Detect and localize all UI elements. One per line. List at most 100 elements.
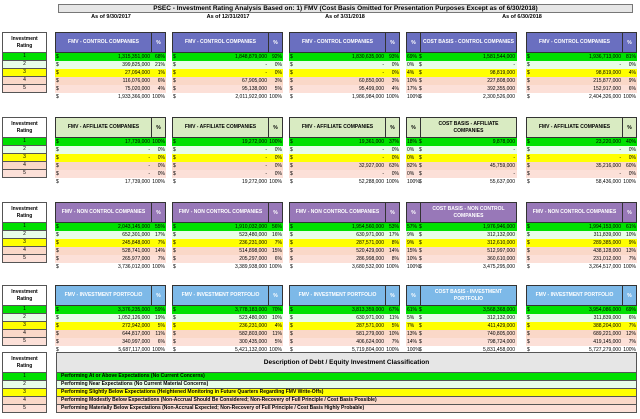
amount-value: 265,977,000 [122, 256, 150, 262]
amount-value: 399,825,000 [122, 62, 150, 68]
pct-value: 5% [274, 86, 282, 92]
table-title: FMV - CONTROL COMPANIES [185, 39, 256, 46]
pct-header: % [407, 286, 421, 305]
table-row: $245,848,000 7% [55, 239, 166, 247]
currency-symbol: $ [527, 155, 530, 161]
table-title: FMV - NON CONTROL COMPANIES [61, 209, 146, 216]
legend-rating-cell: 2 [2, 381, 47, 389]
pct-value: 10% [407, 78, 418, 84]
table-row: $ - 0% [172, 162, 283, 170]
table-row: 7% $411,429,000 [406, 322, 517, 330]
table-row: $ - 0% [55, 170, 166, 178]
currency-symbol: $ [56, 256, 59, 262]
amount-value: 3,954,086,000 [589, 307, 621, 313]
amount-value: 287,571,000 [356, 323, 384, 329]
amount-value: - [513, 62, 515, 68]
table-row: $644,817,000 11% [55, 330, 166, 338]
currency-symbol: $ [173, 147, 176, 153]
table-row: $ - 0% [172, 69, 283, 77]
currency-symbol: $ [290, 147, 293, 153]
table-row: $399,825,000 21% [55, 61, 166, 69]
currency-symbol: $ [290, 179, 293, 185]
rating-cell: 2 [2, 231, 47, 239]
currency-symbol: $ [527, 240, 530, 246]
currency-symbol: $ [290, 70, 293, 76]
pct-value: 100% [152, 179, 165, 185]
table-row: $ - 0% [526, 61, 637, 69]
table-row: $ - 0% [172, 146, 283, 154]
pct-value: 100% [623, 347, 636, 353]
table-title: FMV - CONTROL COMPANIES [68, 39, 139, 46]
table-header: % COST BASIS - INVESTMENT PORTFOLIO [406, 285, 517, 306]
table-row: 0% $ - [406, 61, 517, 69]
pct-value: 7% [157, 240, 165, 246]
amount-value: 520,429,000 [356, 248, 384, 254]
table-row: $1,994,153,000 61% [526, 223, 637, 231]
currency-symbol: $ [527, 248, 530, 254]
pct-header: % [385, 203, 399, 222]
pct-value: 100% [386, 347, 399, 353]
amount-value: - [265, 147, 267, 153]
amount-value: 45,759,000 [489, 163, 515, 169]
amount-value: 644,817,000 [122, 331, 150, 337]
total-row: $1,986,984,000 100% [289, 93, 400, 101]
rating-table: FMV - AFFILIATE COMPANIES% $17,739,000 100… [55, 117, 166, 209]
rating-cell: 2 [2, 146, 47, 154]
amount-value: 5,687,117,000 [118, 347, 150, 353]
amount-value: 5,421,132,000 [235, 347, 267, 353]
table-header: % COST BASIS - NON CONTROL COMPANIES [406, 202, 517, 223]
amount-value: 689,221,000 [593, 331, 621, 337]
amount-value: - [619, 62, 621, 68]
amount-value: 312,132,000 [487, 232, 515, 238]
currency-symbol: $ [290, 139, 293, 145]
currency-symbol: $ [290, 307, 293, 313]
table-title: COST BASIS - INVESTMENT PORTFOLIO [434, 289, 503, 302]
pct-value: 7% [628, 323, 636, 329]
currency-symbol: $ [173, 315, 176, 321]
amount-value: 581,279,000 [356, 331, 384, 337]
table-row: $ - 0% [55, 162, 166, 170]
amount-value: 1,976,946,000 [483, 224, 515, 230]
currency-symbol: $ [173, 240, 176, 246]
rating-table: FMV - AFFILIATE COMPANIES% $23,220,000 40%… [526, 117, 637, 209]
amount-value: 287,571,000 [356, 240, 384, 246]
currency-symbol: $ [419, 323, 422, 329]
currency-symbol: $ [173, 339, 176, 345]
currency-symbol: $ [419, 171, 422, 177]
table-row: 57% $1,976,946,000 [406, 223, 517, 231]
pct-value: 5% [157, 323, 165, 329]
amount-value: - [265, 163, 267, 169]
pct-value: 100% [152, 264, 165, 270]
currency-symbol: $ [173, 323, 176, 329]
pct-value: 15% [271, 248, 282, 254]
amount-value: 60,850,000 [358, 78, 384, 84]
amount-value: 95,499,000 [358, 86, 384, 92]
table-header: FMV - CONTROL COMPANIES% [289, 32, 400, 53]
currency-symbol: $ [56, 347, 59, 353]
rating-header: Investment Rating [2, 117, 47, 138]
amount-value: 236,231,000 [239, 240, 267, 246]
table-row: $523,480,000 10% [172, 314, 283, 322]
total-row: $58,436,000 100% [526, 178, 637, 186]
currency-symbol: $ [56, 232, 59, 238]
pct-value: 0% [391, 171, 399, 177]
legend-rating-header: Investment Rating [2, 352, 47, 373]
pct-value: 17% [154, 232, 165, 238]
amount-value: 17,739,000 [124, 139, 150, 145]
rating-table: FMV - AFFILIATE COMPANIES% $19,272,000 100… [172, 117, 283, 209]
pct-value: 9% [407, 232, 415, 238]
currency-symbol: $ [419, 232, 422, 238]
rating-table: % COST BASIS - AFFILIATE COMPANIES 18% $9,8… [406, 117, 517, 209]
amount-value: 3,680,532,000 [352, 264, 384, 270]
table-row: 82% $45,759,000 [406, 162, 517, 170]
pct-value: 4% [274, 323, 282, 329]
pct-value: 67% [388, 307, 399, 313]
pct-value: 12% [625, 331, 636, 337]
pct-value: 0% [157, 147, 165, 153]
table-title: FMV - AFFILIATE COMPANIES [184, 124, 257, 131]
pct-value: 63% [388, 163, 399, 169]
amount-value: 58,436,000 [595, 179, 621, 185]
amount-value: 32,927,000 [358, 163, 384, 169]
table-row: 61% $3,568,368,000 [406, 306, 517, 314]
currency-symbol: $ [527, 70, 530, 76]
